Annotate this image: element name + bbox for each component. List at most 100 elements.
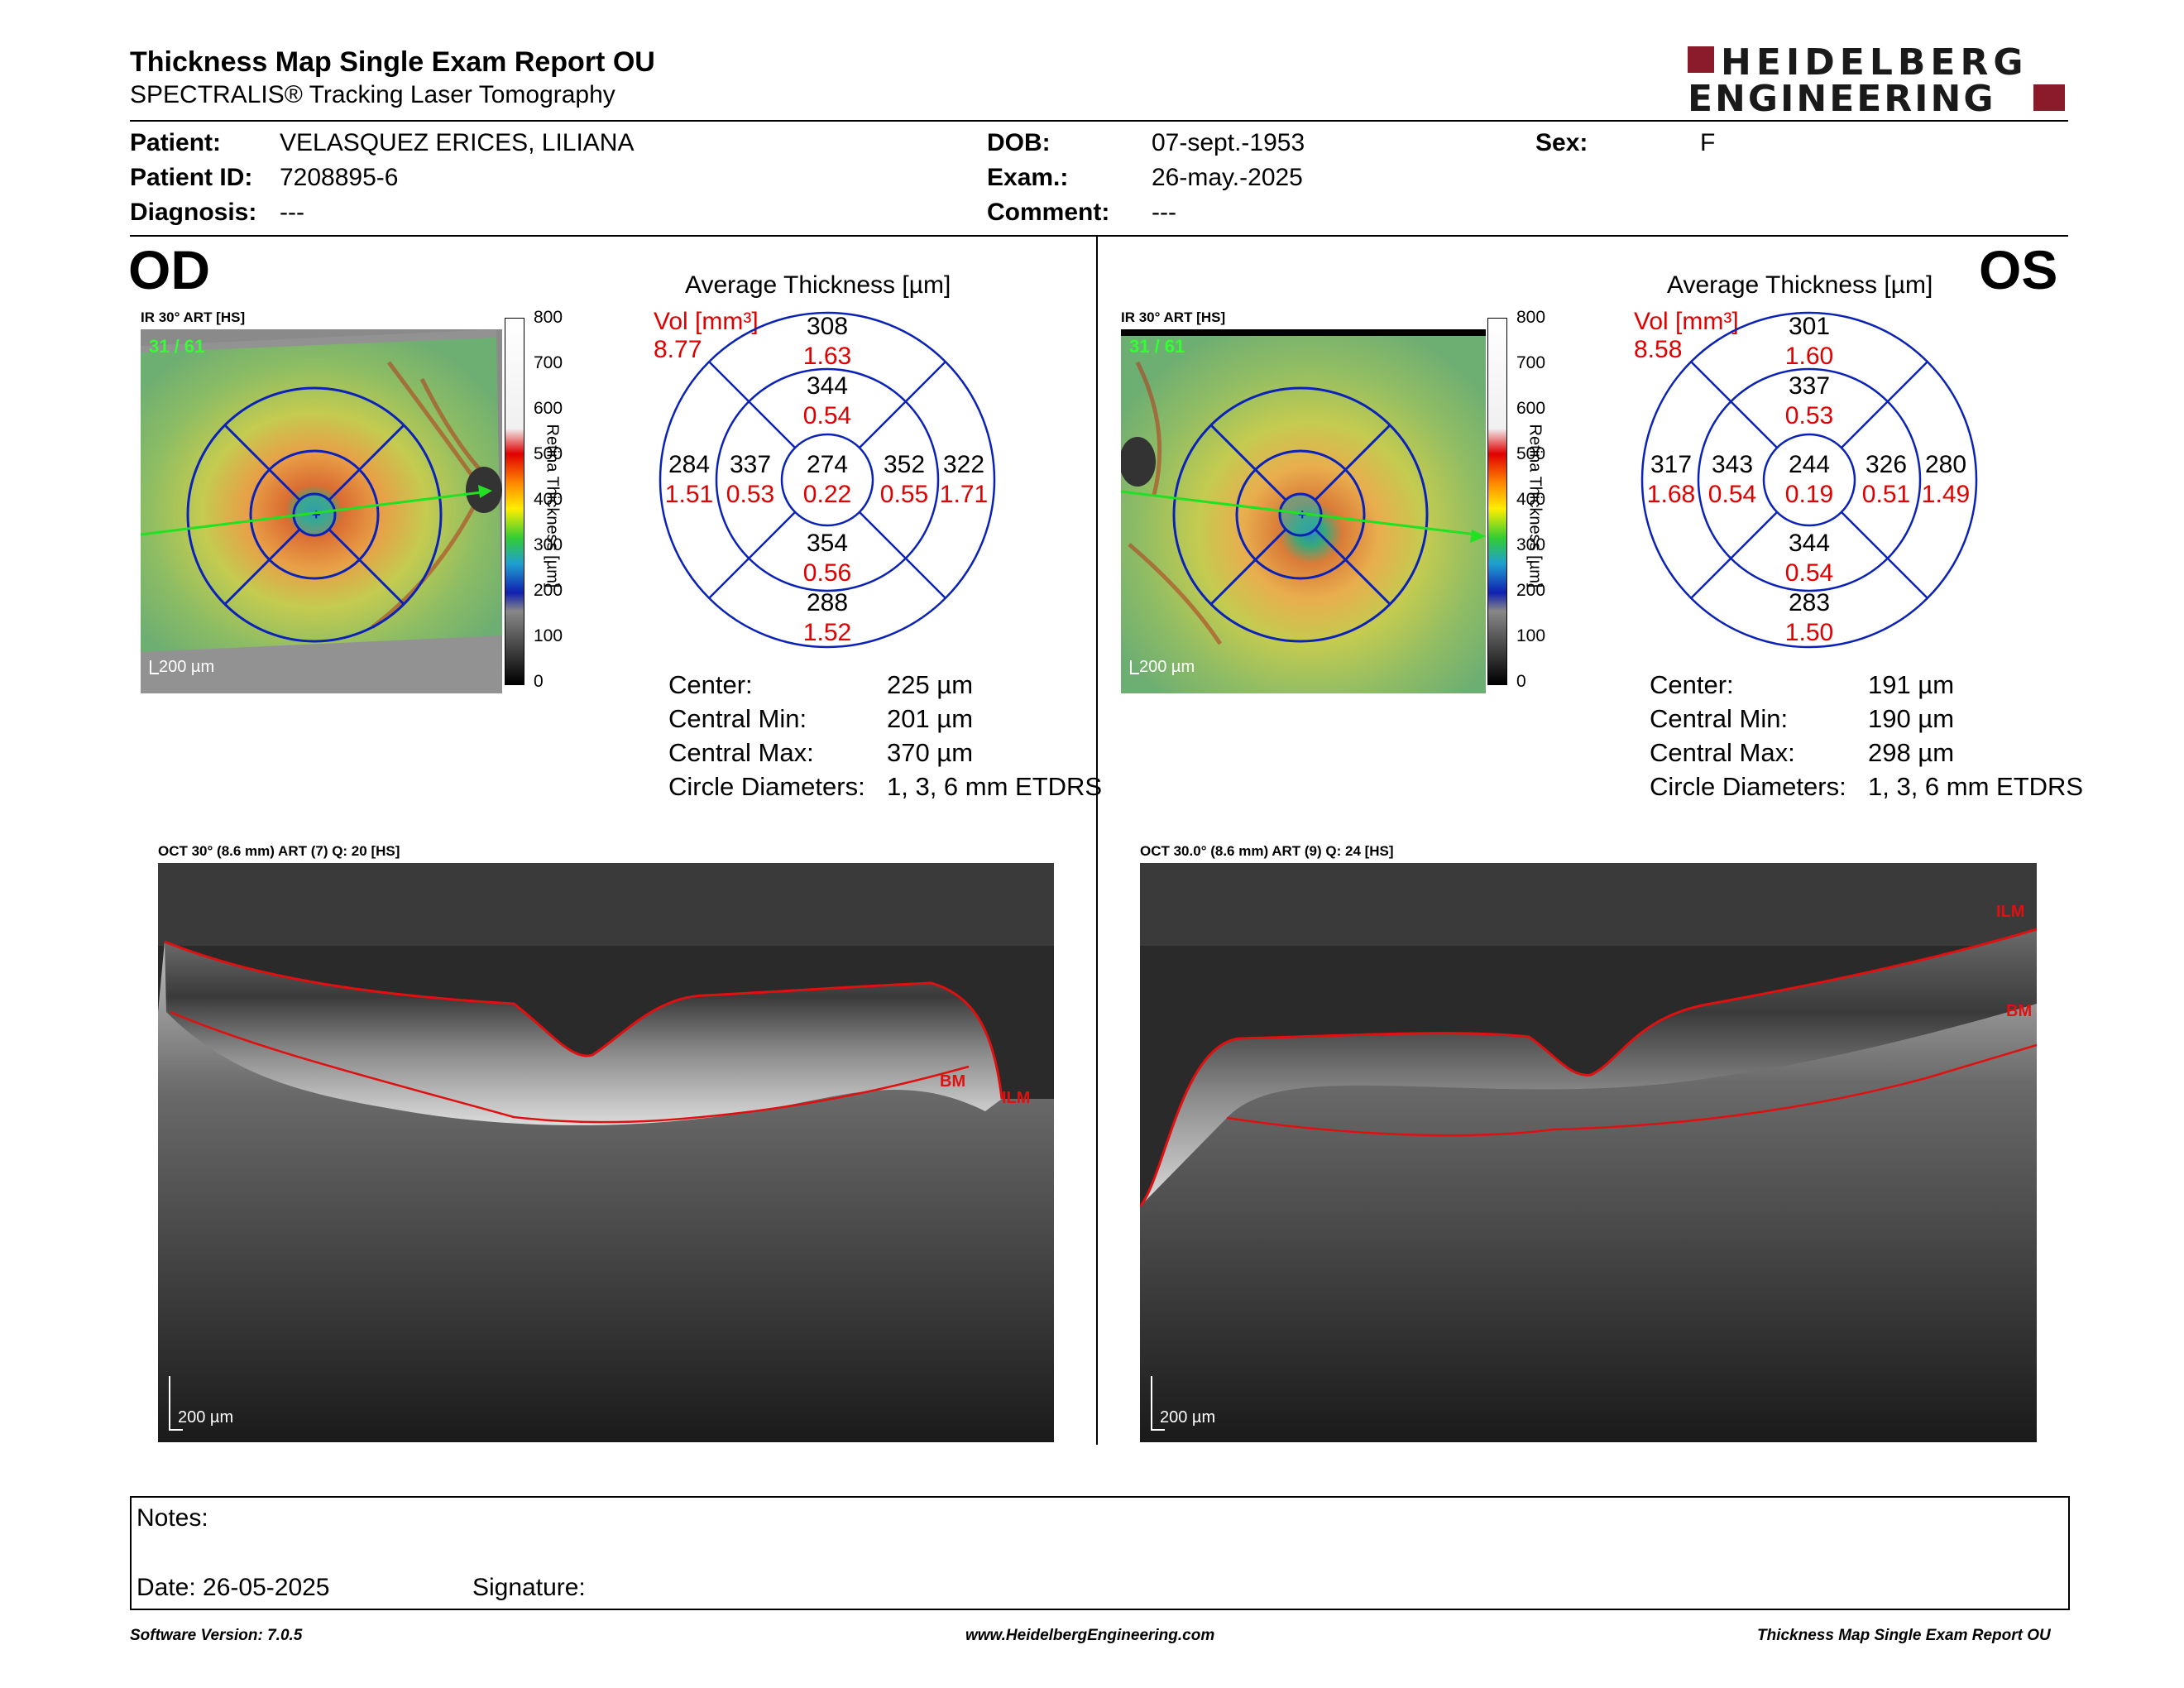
os-inner-inf-volume: 0.54 (1784, 559, 1834, 587)
od-map-scale: 200 µm (159, 658, 214, 676)
os-inner-left-thickness: 343 (1711, 451, 1754, 478)
os-colorbar (1487, 318, 1507, 685)
od-tick: 300 (534, 535, 563, 554)
logo-square-bottom (2033, 84, 2065, 111)
od-inner-left-thickness: 337 (729, 451, 772, 478)
os-center-volume: 0.19 (1784, 481, 1834, 508)
od-outer-sup-thickness: 308 (806, 313, 849, 340)
od-inner-right-thickness: 352 (883, 451, 926, 478)
os-tick: 700 (1516, 353, 1546, 372)
os-tick: 400 (1516, 490, 1546, 509)
od-stat-value: 225 µm (887, 670, 974, 699)
od-ir-caption: IR 30° ART [HS] (141, 309, 246, 325)
sex-label: Sex: (1535, 129, 1588, 156)
os-tick: 500 (1516, 444, 1546, 463)
report-subtitle: SPECTRALIS® Tracking Laser Tomography (130, 81, 615, 108)
od-inner-sup-volume: 0.54 (802, 402, 852, 429)
os-inner-sup-thickness: 337 (1788, 372, 1831, 400)
od-stat-label: Circle Diameters: (668, 772, 865, 801)
sex-value: F (1700, 129, 1716, 156)
od-thickness-map: + 31 / 61 200 µm (141, 329, 502, 693)
notes-label: Notes: (136, 1504, 208, 1532)
od-outer-left-volume: 1.51 (664, 481, 714, 508)
os-inner-right-thickness: 326 (1865, 451, 1908, 478)
os-stat-value: 1, 3, 6 mm ETDRS (1868, 772, 2084, 801)
od-outer-inf-thickness: 288 (806, 589, 849, 616)
os-inner-sup-volume: 0.53 (1784, 402, 1834, 429)
od-tick: 100 (534, 626, 563, 645)
os-outer-right-volume: 1.49 (1921, 481, 1971, 508)
patient-id-label: Patient ID: (130, 164, 253, 191)
os-oct-scan: ILM BM 200 µm (1140, 863, 2037, 1442)
od-stat-label: Central Max: (668, 738, 814, 767)
od-center-thickness: 274 (806, 451, 849, 478)
logo-text-bottom: ENGINEERING (1688, 78, 1996, 120)
od-stat-label: Center: (668, 670, 753, 699)
footer-software: Software Version: 7.0.5 (130, 1627, 303, 1644)
info-rule (130, 235, 2068, 237)
os-outer-inf-volume: 1.50 (1784, 619, 1834, 646)
os-vol-label: Vol [mm³] (1634, 308, 1739, 335)
od-avg-title: Average Thickness [µm] (685, 271, 951, 299)
os-avg-title: Average Thickness [µm] (1667, 271, 1933, 299)
os-ir-caption: IR 30° ART [HS] (1121, 309, 1226, 325)
diagnosis-label: Diagnosis: (130, 199, 257, 226)
eye-divider (1096, 237, 1098, 1445)
os-tick: 0 (1516, 672, 1526, 691)
od-tick: 600 (534, 399, 563, 418)
os-colorbar-title: Retina Thickness [µm] (1525, 424, 1545, 588)
os-map-scale: 200 µm (1139, 658, 1195, 676)
os-outer-inf-thickness: 283 (1788, 589, 1831, 616)
od-vol-total: 8.77 (654, 336, 702, 363)
od-inner-right-volume: 0.55 (879, 481, 929, 508)
os-stat-value: 191 µm (1868, 670, 1955, 699)
od-oct-caption: OCT 30° (8.6 mm) ART (7) Q: 20 [HS] (158, 843, 400, 859)
os-oct-scale: 200 µm (1160, 1408, 1215, 1427)
od-inner-inf-volume: 0.56 (802, 559, 852, 587)
os-inner-left-volume: 0.54 (1707, 481, 1757, 508)
notes-box[interactable]: Notes: Date: 26-05-2025 Signature: (130, 1496, 2070, 1610)
header-rule (130, 120, 2068, 122)
footer-website[interactable]: www.HeidelbergEngineering.com (965, 1627, 1215, 1644)
od-inner-inf-thickness: 354 (806, 530, 849, 557)
od-vol-label: Vol [mm³] (654, 308, 759, 335)
exam-value: 26-may.-2025 (1152, 164, 1303, 191)
os-tick: 600 (1516, 399, 1546, 418)
diagnosis-value: --- (280, 199, 304, 226)
os-outer-left-volume: 1.68 (1646, 481, 1696, 508)
os-tick: 100 (1516, 626, 1546, 645)
od-tick: 500 (534, 444, 563, 463)
os-oct-caption: OCT 30.0° (8.6 mm) ART (9) Q: 24 [HS] (1140, 843, 1394, 859)
dob-label: DOB: (987, 129, 1051, 156)
logo-square-top (1688, 46, 1714, 73)
logo-text-top: HEIDELBERG (1721, 41, 2028, 84)
od-outer-left-thickness: 284 (668, 451, 711, 478)
os-map-svg: + 31 / 61 200 µm (1121, 329, 1486, 693)
os-inner-right-volume: 0.51 (1861, 481, 1911, 508)
os-stat-value: 190 µm (1868, 704, 1955, 733)
os-label-bm: BM (2006, 1002, 2032, 1020)
od-outer-right-volume: 1.71 (939, 481, 989, 508)
od-inner-sup-thickness: 344 (806, 372, 849, 400)
os-tick: 300 (1516, 535, 1546, 554)
od-colorbar-title: Retina Thickness [µm] (543, 424, 562, 588)
od-oct-svg: BM ILM 200 µm (158, 863, 1054, 1442)
od-map-svg: + 31 / 61 200 µm (141, 329, 502, 693)
os-thickness-map: + 31 / 61 200 µm (1121, 329, 1486, 693)
os-outer-sup-volume: 1.60 (1784, 343, 1834, 370)
dob-value: 07-sept.-1953 (1152, 129, 1305, 156)
od-frame-count: 31 / 61 (149, 336, 204, 357)
od-tick: 200 (534, 581, 563, 600)
patient-name: VELASQUEZ ERICES, LILIANA (280, 129, 635, 156)
os-stat-label: Central Min: (1650, 704, 1789, 733)
od-stat-value: 201 µm (887, 704, 974, 733)
os-tick: 800 (1516, 308, 1546, 327)
od-outer-inf-volume: 1.52 (802, 619, 852, 646)
os-stat-value: 298 µm (1868, 738, 1955, 767)
os-inner-inf-thickness: 344 (1788, 530, 1831, 557)
os-oct-svg: ILM BM 200 µm (1140, 863, 2037, 1442)
od-tick: 0 (534, 672, 544, 691)
patient-label: Patient: (130, 129, 222, 156)
od-tick: 400 (534, 490, 563, 509)
os-outer-sup-thickness: 301 (1788, 313, 1831, 340)
